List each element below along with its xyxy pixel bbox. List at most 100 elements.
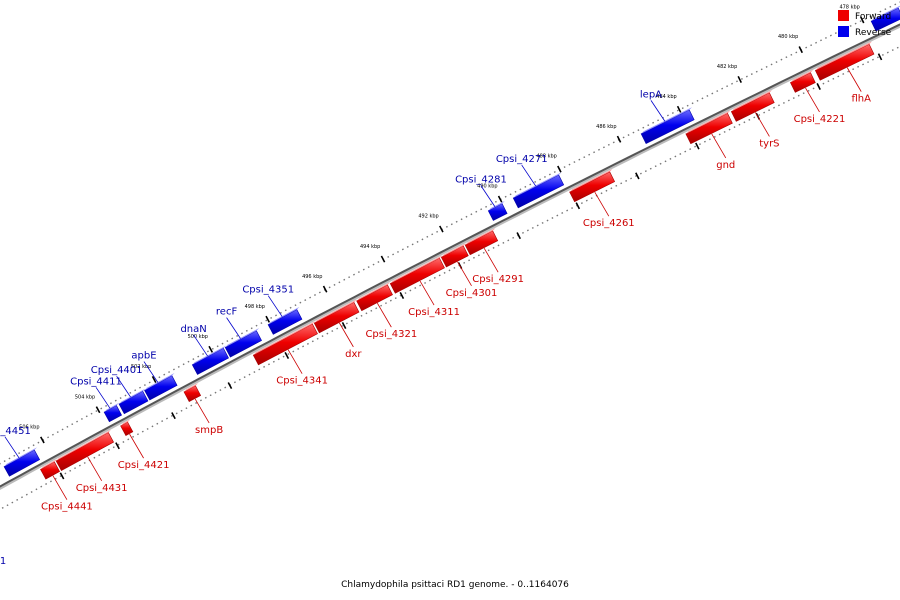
- reverse-gene-body: [267, 309, 303, 335]
- forward-gene-body: [183, 385, 202, 402]
- forward-gene[interactable]: [730, 90, 775, 122]
- scale-tick-lower: [877, 53, 883, 61]
- reverse-gene-label: Cpsi_4401: [91, 365, 143, 376]
- reverse-gene[interactable]: [224, 328, 262, 358]
- scale-tick: [322, 285, 328, 293]
- forward-gene[interactable]: [814, 41, 875, 81]
- forward-gene-leader: [339, 322, 354, 348]
- forward-gene[interactable]: [55, 429, 115, 471]
- legend-reverse-swatch: [838, 26, 849, 37]
- reverse-gene[interactable]: [870, 5, 900, 32]
- forward-gene-leader: [594, 191, 610, 217]
- reverse-gene-bevel: [488, 200, 505, 211]
- gene-features: [3, 5, 900, 480]
- forward-gene[interactable]: [685, 110, 733, 145]
- forward-gene-label: Cpsi_4261: [583, 218, 635, 229]
- scale-tick-lower: [575, 202, 581, 210]
- reverse-gene[interactable]: [512, 172, 565, 209]
- forward-gene-bevel: [815, 41, 872, 71]
- forward-gene-label: Cpsi_4321: [365, 329, 417, 340]
- upper-dotted-track: [0, 1, 900, 465]
- forward-gene[interactable]: [569, 169, 616, 203]
- forward-gene[interactable]: [389, 255, 445, 294]
- forward-gene[interactable]: [356, 282, 393, 312]
- backbone-line: [0, 23, 900, 488]
- reverse-gene[interactable]: [118, 388, 149, 415]
- scale-tick-lower: [227, 382, 233, 390]
- scale-tick-label: 486 kbp: [596, 124, 616, 130]
- forward-gene[interactable]: [313, 299, 360, 334]
- scale-tick-lower: [284, 352, 290, 359]
- forward-gene-leader: [755, 112, 770, 137]
- forward-gene[interactable]: [790, 69, 816, 93]
- scale-tick-label: 500 kbp: [188, 334, 208, 340]
- scale-tick: [151, 376, 157, 383]
- forward-gene[interactable]: [40, 459, 61, 480]
- forward-gene-label: Cpsi_4341: [276, 376, 328, 387]
- forward-gene-body: [814, 43, 875, 81]
- reverse-gene-body: [487, 203, 508, 221]
- reverse-gene-label: dnaN: [180, 324, 206, 335]
- forward-gene[interactable]: [440, 243, 469, 268]
- reverse-gene[interactable]: [487, 200, 508, 221]
- reverse-gene[interactable]: [144, 373, 178, 401]
- scale-tick-lower: [115, 442, 120, 450]
- forward-gene[interactable]: [183, 383, 202, 402]
- forward-gene[interactable]: [464, 228, 499, 256]
- reverse-gene[interactable]: [640, 107, 695, 145]
- forward-gene[interactable]: [252, 321, 318, 366]
- forward-gene-label: Cpsi_4431: [76, 483, 128, 494]
- forward-gene-leader: [846, 67, 862, 92]
- reverse-gene-label: Cpsi_4281: [455, 175, 507, 186]
- reverse-gene-bevel: [513, 172, 562, 199]
- forward-gene-leader: [52, 475, 68, 500]
- scale-tick-label: 494 kbp: [360, 244, 380, 250]
- forward-gene-bevel: [441, 243, 466, 258]
- reverse-gene-leader: [650, 100, 666, 122]
- forward-gene-leader: [129, 433, 144, 459]
- reverse-gene-leader: [521, 164, 537, 187]
- forward-gene-label: Cpsi_4441: [41, 502, 93, 513]
- scale-tick-lower: [816, 83, 821, 91]
- forward-gene-body: [40, 461, 61, 480]
- reverse-gene-bevel: [119, 388, 146, 405]
- forward-gene-label: smpB: [195, 425, 223, 436]
- forward-gene-body: [440, 245, 469, 268]
- forward-gene-label: flhA: [851, 94, 871, 105]
- reverse-gene-leader: [480, 185, 496, 207]
- forward-gene-leader: [287, 349, 303, 374]
- scale-tick: [439, 225, 444, 233]
- scale-tick-lower: [59, 472, 65, 480]
- forward-gene[interactable]: [120, 419, 134, 436]
- scale-tick-label: 502 kbp: [131, 364, 151, 370]
- reverse-gene[interactable]: [103, 402, 123, 423]
- genome-caption: Chlamydophila psittaci RD1 genome. - 0..…: [341, 580, 569, 590]
- reverse-gene-label: lepA: [640, 89, 662, 100]
- scale-tick-label: 506 kbp: [19, 425, 39, 431]
- reverse-gene-bevel: [144, 373, 175, 391]
- reverse-gene-leader: [95, 387, 111, 409]
- forward-gene-body: [464, 230, 499, 256]
- reverse-gene-body: [640, 109, 695, 145]
- reverse-gene-label: apbE: [131, 351, 156, 362]
- legend-reverse-label: Reverse: [855, 28, 892, 38]
- scale-tick-lower: [516, 232, 521, 240]
- scale-tick-lower: [171, 412, 176, 420]
- reverse-gene[interactable]: [267, 306, 303, 335]
- forward-gene-bevel: [356, 282, 391, 301]
- forward-gene-label: Cpsi_4301: [446, 288, 498, 299]
- reverse-gene[interactable]: [3, 447, 41, 477]
- forward-gene-bevel: [40, 459, 57, 470]
- legend: Forward Reverse: [838, 10, 892, 38]
- reverse-gene-label: Cpsi_4411: [70, 376, 122, 387]
- scale-tick: [557, 165, 562, 173]
- reverse-gene[interactable]: [191, 345, 229, 375]
- forward-gene-label: tyrS: [759, 138, 779, 149]
- scale-tick-label: 498 kbp: [245, 304, 265, 310]
- reverse-gene-label: Cpsi_4351: [242, 285, 294, 296]
- reverse-gene-label: Cpsi_4271: [496, 154, 548, 165]
- forward-gene-leader: [483, 247, 499, 273]
- forward-gene-label: dxr: [345, 349, 362, 360]
- reverse-gene-body: [103, 405, 123, 423]
